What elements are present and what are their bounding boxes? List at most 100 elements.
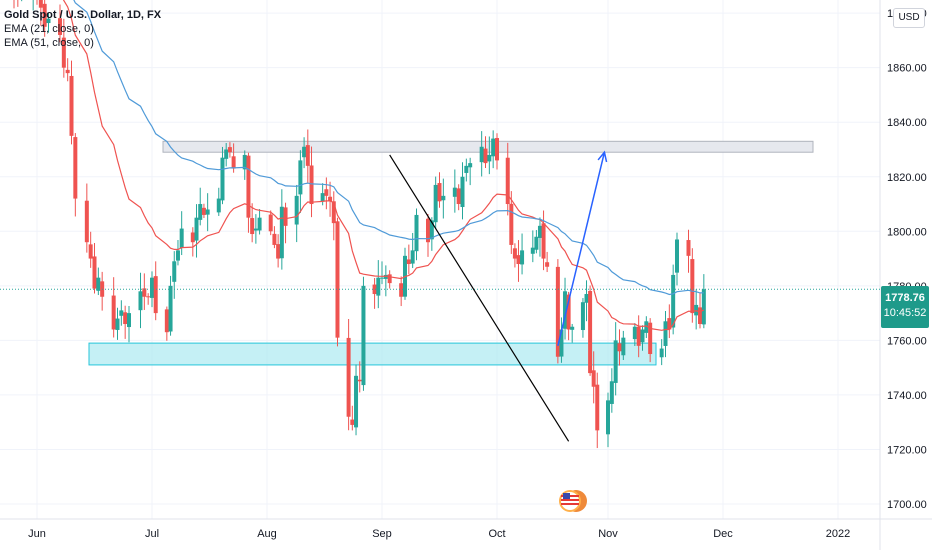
candle-body [617, 343, 622, 352]
candle-body [298, 160, 303, 195]
candle [361, 276, 366, 391]
candle-body [250, 218, 255, 235]
candle [632, 323, 637, 347]
last-price-tag: 1778.76 10:45:52 [881, 286, 929, 328]
candle [257, 209, 262, 235]
candle [205, 193, 210, 232]
candle-body [545, 262, 550, 267]
candle [530, 230, 535, 263]
candle [201, 203, 206, 219]
candle [13, 0, 15, 9]
price-tick-label: 1820.00 [887, 172, 927, 184]
candle-body [205, 209, 210, 215]
candle [324, 177, 329, 210]
currency-button[interactable]: USD [893, 8, 925, 28]
price-tick-label: 1800.00 [887, 226, 927, 238]
candle-body [591, 370, 596, 387]
ema51-line [73, 0, 704, 296]
candle-body [686, 240, 691, 256]
candle-body [146, 296, 151, 298]
candle [38, 0, 43, 26]
candle-body [350, 419, 355, 425]
candle-body [115, 318, 120, 330]
candle-body [190, 232, 195, 243]
candle [328, 181, 333, 217]
candle-body [324, 189, 329, 196]
candle [512, 243, 517, 268]
candle [648, 318, 653, 363]
candle [509, 191, 514, 254]
candle [335, 217, 340, 347]
candle-body [414, 214, 419, 252]
candle [452, 169, 457, 213]
candle-body [464, 165, 469, 173]
candle-body [198, 204, 203, 220]
candle [331, 191, 336, 241]
candle [21, 0, 23, 2]
candle [32, 0, 34, 11]
candle-body [172, 261, 177, 282]
candle [468, 157, 473, 186]
candle-body [231, 156, 236, 169]
candle [198, 187, 203, 226]
ema21-line [62, 0, 705, 331]
candle [115, 307, 120, 340]
candle [479, 131, 484, 177]
candle-body [537, 225, 542, 238]
candle [17, 0, 19, 7]
candle [88, 231, 93, 268]
candle [111, 277, 116, 338]
candle-body [111, 295, 116, 330]
candle [701, 274, 706, 329]
candle-body [675, 239, 679, 273]
candle [591, 351, 596, 404]
candle [150, 271, 154, 308]
symbol-title[interactable]: Gold Spot / U.S. Dollar, 1D, FX [4, 9, 162, 21]
candle-body [227, 147, 232, 153]
candle [636, 315, 641, 358]
ema21-legend[interactable]: EMA (21, close, 0) [4, 23, 94, 35]
candle-body [580, 302, 585, 331]
candle-body [621, 337, 626, 356]
candle-body [520, 250, 525, 265]
candle [426, 213, 430, 257]
chart-legend: Gold Spot / U.S. Dollar, 1D, FX EMA (21,… [4, 8, 161, 50]
candle-body [127, 313, 131, 328]
time-tick-label: Oct [488, 528, 505, 540]
ema51-legend[interactable]: EMA (51, close, 0) [4, 37, 94, 49]
candle-body [606, 400, 610, 435]
candle-body [242, 154, 247, 170]
candle [387, 270, 392, 289]
candle-body [584, 294, 589, 303]
time-tick-label: Jun [28, 528, 46, 540]
candle [563, 277, 568, 340]
candle [694, 289, 699, 330]
candle-body [194, 217, 199, 241]
candle-body [588, 290, 593, 374]
candle-body [694, 304, 699, 316]
candle-body [279, 206, 284, 259]
candle-body [224, 149, 229, 159]
candle-body [175, 250, 180, 261]
candle [268, 210, 273, 236]
candle-body [305, 145, 310, 166]
candle [606, 392, 610, 448]
us-flag-event-icon[interactable] [558, 486, 592, 516]
price-tick-label: 1760.00 [887, 335, 927, 347]
candle-body [698, 307, 702, 325]
candle [123, 305, 128, 339]
candle-body [357, 379, 362, 382]
candle-body [88, 244, 93, 259]
candle-body [433, 184, 438, 223]
candle [495, 133, 499, 170]
support-zone [88, 342, 657, 366]
candle [403, 247, 407, 300]
candle-body [276, 244, 281, 259]
candle [276, 234, 281, 268]
candle [172, 251, 177, 299]
candle [433, 176, 438, 229]
candle [437, 172, 442, 208]
time-tick-label: 2022 [826, 528, 850, 540]
candle-body [383, 274, 388, 279]
